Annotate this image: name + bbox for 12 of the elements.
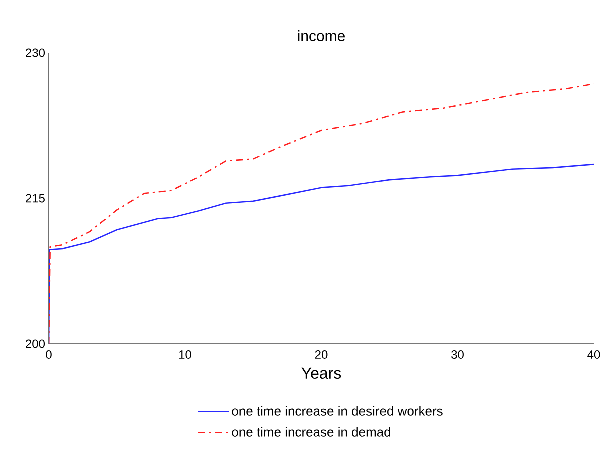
x-tick-label: 10 [179, 350, 192, 360]
x-tick-label: 0 [46, 350, 52, 360]
x-tick-label: 20 [315, 350, 328, 360]
legend-label: one time increase in demad [232, 427, 390, 437]
x-tick-label: 40 [588, 350, 600, 360]
y-tick-label: 230 [26, 48, 46, 58]
x-axis-title: Years [302, 368, 342, 380]
legend-label: one time increase in desired workers [232, 406, 443, 416]
chart-title: income [298, 30, 345, 42]
x-tick-label: 30 [452, 350, 464, 360]
y-tick-label: 200 [26, 340, 46, 348]
y-tick-label: 215 [26, 194, 45, 203]
